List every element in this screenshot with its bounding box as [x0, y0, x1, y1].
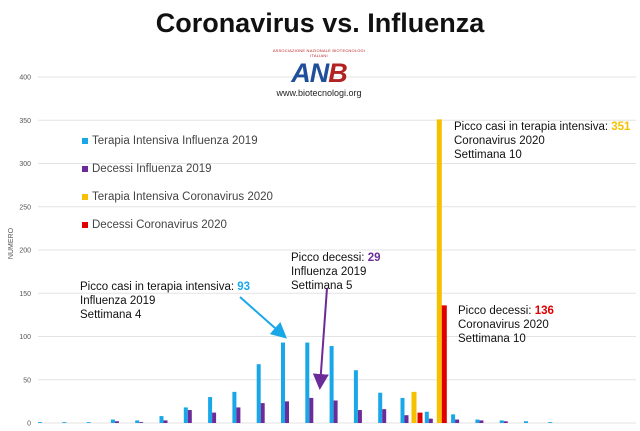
bar-decessi-influenza-2019-w15: [382, 409, 387, 423]
bar-terapia-intensiva-influenza-2019-w15: [378, 392, 383, 423]
annotation-peak-icu-flu: Picco casi in terapia intensiva: 93 Infl…: [80, 281, 251, 321]
bar-decessi-influenza-2019-w7: [187, 410, 192, 423]
bar-decessi-influenza-2019-w13: [333, 400, 338, 423]
y-axis-label: NUMERO: [8, 227, 16, 260]
y-tick-label: 350: [19, 118, 31, 125]
bars: [38, 119, 553, 423]
bar-terapia-intensiva-influenza-2019-w8: [208, 397, 213, 423]
chart-title: Coronavirus vs. Influenza: [155, 8, 485, 38]
legend-label: Decessi Influenza 2019: [92, 163, 212, 175]
bar-terapia-intensiva-influenza-2019-w10: [256, 364, 261, 423]
legend-label: Decessi Coronavirus 2020: [92, 219, 227, 231]
bar-terapia-intensiva-influenza-2019-w11: [281, 342, 285, 423]
bar-decessi-coronavirus-2020-w17: [441, 305, 447, 423]
annotation-arrows: [239, 287, 329, 390]
anbi-logo: ASSOCIAZIONE NAZIONALE BIOTECNOLOGI ITAL…: [268, 48, 370, 108]
bar-decessi-influenza-2019-w17: [428, 418, 433, 423]
bar-decessi-influenza-2019-w12: [309, 397, 314, 423]
y-tick-label: 150: [19, 291, 31, 298]
annotation-peak-icu-corona: Picco casi in terapia intensiva: 351 Cor…: [454, 121, 631, 161]
y-tick-label: 400: [19, 75, 31, 82]
bar-terapia-intensiva-influenza-2019-w1: [38, 422, 42, 423]
bar-terapia-intensiva-influenza-2019-w18: [451, 414, 456, 423]
bar-terapia-intensiva-influenza-2019-w21: [524, 421, 528, 423]
bar-decessi-influenza-2019-w14: [357, 410, 362, 423]
bar-terapia-intensiva-influenza-2019-w12: [305, 342, 310, 423]
bar-terapia-intensiva-influenza-2019-w20: [499, 420, 504, 423]
legend-label: Terapia Intensiva Coronavirus 2020: [92, 191, 273, 203]
legend-swatch: [82, 194, 88, 200]
bar-terapia-intensiva-coronavirus-2020-w16: [411, 391, 417, 423]
legend-swatch: [82, 222, 88, 228]
bar-terapia-intensiva-coronavirus-2020-w17: [436, 119, 442, 423]
bar-decessi-coronavirus-2020-w16: [417, 412, 423, 423]
bar-decessi-influenza-2019-w4: [114, 421, 119, 423]
bar-terapia-intensiva-influenza-2019-w6: [159, 416, 164, 423]
legend-swatch: [82, 166, 88, 172]
logo-url: www.biotecnologi.org: [276, 88, 362, 98]
legend-swatch: [82, 138, 88, 144]
bar-decessi-influenza-2019-w10: [260, 403, 265, 423]
logo-letters: ANB: [291, 58, 347, 88]
bar-terapia-intensiva-influenza-2019-w7: [183, 407, 188, 423]
grid-lines: [38, 76, 636, 424]
bar-terapia-intensiva-influenza-2019-w2: [62, 422, 67, 423]
bar-decessi-influenza-2019-w6: [163, 420, 168, 423]
bar-terapia-intensiva-influenza-2019-w19: [475, 419, 480, 423]
bar-terapia-intensiva-influenza-2019-w14: [353, 370, 358, 423]
legend-item-terapia-corona: Terapia Intensiva Coronavirus 2020: [82, 183, 273, 211]
y-tick-label: 300: [19, 161, 31, 168]
bar-terapia-intensiva-influenza-2019-w13: [329, 346, 334, 423]
bar-terapia-intensiva-influenza-2019-w22: [548, 422, 553, 423]
bar-decessi-influenza-2019-w9: [236, 407, 241, 423]
legend-item-terapia-influenza: Terapia Intensiva Influenza 2019: [82, 127, 273, 155]
bar-terapia-intensiva-influenza-2019-w17: [424, 411, 429, 423]
arrow-peak-deaths-flu: [312, 287, 329, 390]
bar-terapia-intensiva-influenza-2019-w3: [86, 422, 91, 423]
bar-decessi-influenza-2019-w19: [479, 420, 484, 423]
y-tick-label: 0: [27, 421, 31, 428]
bar-decessi-influenza-2019-w20: [503, 421, 508, 423]
bar-terapia-intensiva-influenza-2019-w5: [135, 420, 140, 423]
logo-top-text: ASSOCIAZIONE NAZIONALE BIOTECNOLOGI ITAL…: [272, 48, 366, 58]
bar-terapia-intensiva-influenza-2019-w4: [110, 419, 115, 423]
annotation-peak-deaths-flu: Picco decessi: 29 Influenza 2019 Settima…: [291, 252, 381, 292]
bar-terapia-intensiva-influenza-2019-w16: [400, 397, 405, 423]
bar-decessi-influenza-2019-w18: [455, 419, 460, 423]
legend-item-decessi-corona: Decessi Coronavirus 2020: [82, 211, 273, 239]
bar-decessi-influenza-2019-w16: [404, 415, 409, 423]
y-tick-labels: 0 50 100 150 200 250 300 350 400: [19, 75, 31, 428]
y-tick-label: 250: [19, 204, 31, 211]
y-tick-label: 50: [23, 377, 31, 384]
arrow-peak-icu-flu: [239, 296, 287, 339]
legend-label: Terapia Intensiva Influenza 2019: [92, 135, 258, 147]
legend: Terapia Intensiva Influenza 2019 Decessi…: [82, 127, 273, 239]
bar-decessi-influenza-2019-w11: [285, 401, 289, 423]
y-tick-label: 200: [19, 248, 31, 255]
legend-item-decessi-influenza: Decessi Influenza 2019: [82, 155, 273, 183]
bar-decessi-influenza-2019-w8: [212, 412, 217, 423]
annotation-peak-deaths-corona: Picco decessi: 136 Coronavirus 2020 Sett…: [458, 305, 554, 345]
bar-terapia-intensiva-influenza-2019-w9: [232, 391, 237, 423]
bar-decessi-influenza-2019-w5: [139, 422, 144, 423]
y-tick-label: 100: [19, 334, 31, 341]
